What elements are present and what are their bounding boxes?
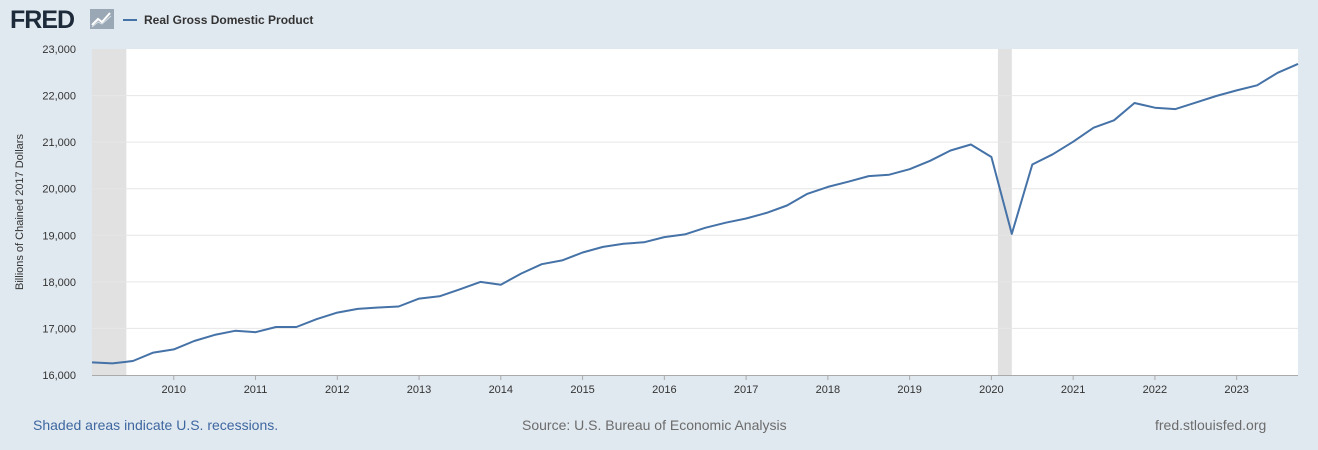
y-axis-ticks: 16,000 17,000 18,000 19,000 20,000 21,000 22,0… [42,44,76,382]
legend-label-gdp: Real Gross Domestic Product [144,13,314,27]
y-tick-label: 18,000 [42,277,76,289]
grid-lines [92,95,1298,376]
x-axis-ticks: 2010 2011 2012 2013 2014 2015 2016 2017 2018 2019… [162,375,1249,396]
y-tick-label: 23,000 [42,44,76,56]
x-tick-label: 2011 [244,384,268,396]
y-tick-label: 16,000 [42,370,76,382]
gdp-line-chart[interactable]: 16,000 17,000 18,000 19,000 20,000 21,000 22,0… [0,0,1318,410]
fred-logo[interactable]: FRED [10,6,75,34]
chart-header: FRED Real Gross Domestic Product [0,0,1318,40]
x-tick-label: 2010 [162,384,186,396]
recession-note-link[interactable]: Shaded areas indicate U.S. recessions. [33,417,279,433]
y-tick-label: 17,000 [42,323,76,335]
recession-shading [92,49,1012,375]
recession-band-1 [997,49,1012,375]
x-tick-label: 2021 [1061,384,1085,396]
y-tick-label: 22,000 [42,91,76,103]
recession-band-0 [92,49,127,375]
y-axis-label: Billions of Chained 2017 Dollars [14,134,26,290]
y-tick-label: 21,000 [42,137,76,149]
x-tick-label: 2016 [652,384,676,396]
x-tick-label: 2019 [897,384,921,396]
x-tick-label: 2022 [1143,384,1167,396]
x-tick-label: 2013 [407,384,431,396]
fred-trend-icon [90,9,114,29]
chart-legend[interactable]: Real Gross Domestic Product [123,12,313,28]
plot-background [92,49,1298,375]
x-tick-label: 2017 [734,384,758,396]
x-tick-label: 2023 [1224,384,1248,396]
x-tick-label: 2020 [979,384,1003,396]
x-tick-label: 2014 [489,384,513,396]
x-tick-label: 2015 [570,384,594,396]
x-tick-label: 2012 [325,384,349,396]
x-tick-label: 2018 [816,384,840,396]
source-text: Source: U.S. Bureau of Economic Analysis [522,417,787,433]
y-tick-label: 20,000 [42,184,76,196]
y-tick-label: 19,000 [42,230,76,242]
series-line-real-gdp[interactable] [91,62,1299,365]
legend-swatch [123,19,137,21]
site-link[interactable]: fred.stlouisfed.org [1155,417,1267,433]
